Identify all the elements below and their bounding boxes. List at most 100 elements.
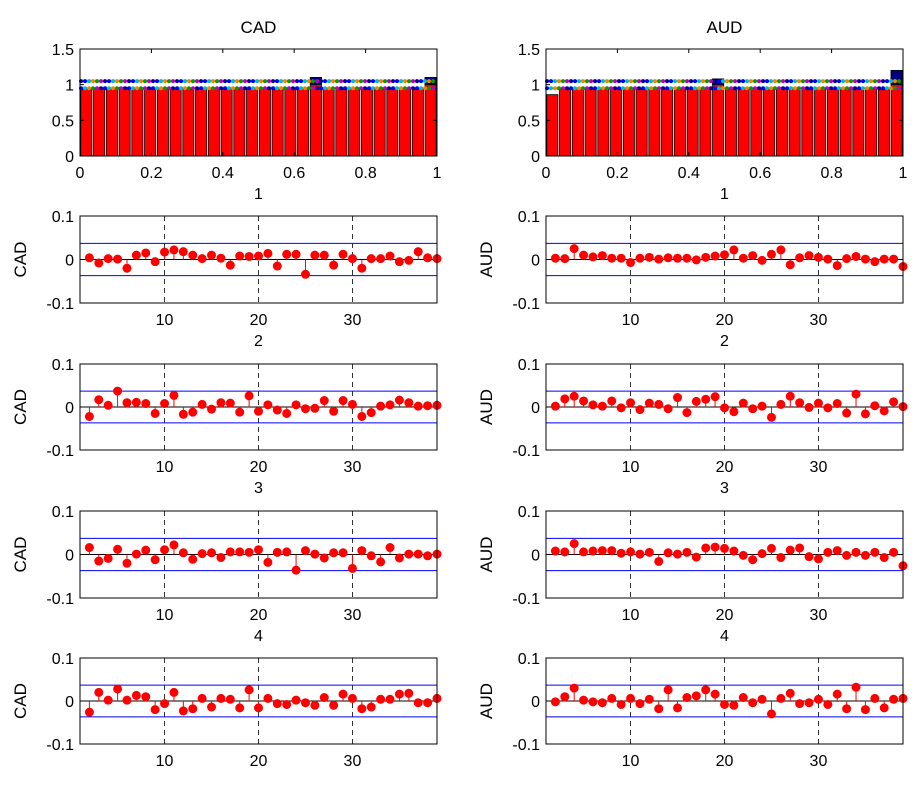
bar — [156, 88, 169, 157]
band-marker — [629, 86, 633, 91]
stem-marker — [616, 548, 626, 558]
band-marker — [407, 79, 411, 84]
stem-marker — [682, 547, 692, 557]
band-marker — [605, 79, 609, 84]
stem-marker — [366, 408, 376, 418]
stem-marker — [150, 555, 160, 565]
band-marker — [275, 79, 279, 84]
band-marker — [877, 86, 881, 91]
band-marker — [183, 86, 187, 91]
stem-marker — [94, 556, 104, 566]
bar-chart-aud: 0 0.2 0.4 0.6 0.8 1 0 0.5 1 1.5 AUD 1 — [518, 18, 908, 203]
x-tick-label: 20 — [716, 753, 734, 770]
stem-marker — [757, 255, 767, 265]
stem-marker — [870, 547, 880, 557]
stem-marker — [832, 261, 842, 271]
stem-marker — [141, 545, 151, 555]
stem-marker — [84, 707, 94, 717]
stem-marker — [188, 704, 198, 714]
stem-marker — [635, 549, 645, 559]
stem-marker — [701, 394, 711, 404]
stem-marker — [413, 247, 423, 257]
band-marker — [271, 86, 275, 91]
band-marker — [733, 79, 737, 84]
stem-marker — [413, 549, 423, 559]
stem-marker — [635, 405, 645, 415]
bar — [852, 87, 865, 157]
stem-marker — [347, 563, 357, 573]
bar — [80, 89, 93, 157]
x-tick-label: 20 — [250, 312, 268, 329]
band-marker — [83, 86, 87, 91]
x-tick-label: 30 — [810, 312, 828, 329]
x-tick-label: 10 — [622, 459, 640, 476]
stem-marker — [300, 404, 310, 414]
band-marker — [553, 86, 557, 91]
stem-marker — [357, 263, 367, 273]
band-marker — [597, 86, 601, 91]
band-marker — [99, 86, 103, 91]
bar — [220, 88, 233, 157]
bar — [610, 87, 623, 157]
band-marker — [427, 86, 431, 91]
band-marker — [717, 79, 721, 84]
band-marker — [861, 79, 865, 84]
band-marker — [565, 86, 569, 91]
band-marker — [689, 79, 693, 84]
band-marker — [893, 79, 897, 84]
band-marker — [311, 79, 315, 84]
band-marker — [857, 79, 861, 84]
band-marker — [673, 86, 677, 91]
stem-marker — [757, 549, 767, 559]
stem-chart-cad-1: 10 20 30 0.1 0 -0.1 CAD 2 — [11, 209, 442, 350]
band-marker — [729, 86, 733, 91]
stem-marker — [103, 553, 113, 563]
stem-marker — [757, 401, 767, 411]
band-marker — [87, 86, 91, 91]
stem-chart-aud-4: 10 20 30 0.1 0 -0.1 AUD — [477, 651, 908, 770]
band-marker — [319, 86, 323, 91]
bar — [865, 88, 878, 157]
stem-marker — [644, 398, 654, 408]
y-axis-label: AUD — [477, 389, 496, 425]
stem-marker — [235, 703, 245, 713]
band-marker — [255, 79, 259, 84]
band-marker — [391, 79, 395, 84]
y-tick-label: -0.1 — [46, 737, 74, 754]
stem-marker — [216, 553, 226, 563]
band-marker — [351, 79, 355, 84]
stem-marker — [879, 553, 889, 563]
stem-marker — [626, 258, 636, 268]
stem-marker — [300, 546, 310, 556]
band-marker — [375, 79, 379, 84]
stem-marker — [691, 255, 701, 265]
band-marker — [641, 86, 645, 91]
stem-marker — [300, 698, 310, 708]
stem-marker — [178, 409, 188, 419]
stem-marker — [748, 555, 758, 565]
band-marker — [423, 79, 427, 84]
stem-marker — [113, 254, 123, 264]
band-marker — [761, 79, 765, 84]
band-marker — [395, 86, 399, 91]
band-marker — [343, 86, 347, 91]
stem-marker — [579, 547, 589, 557]
band-marker — [359, 86, 363, 91]
stem-marker — [282, 547, 292, 557]
band-marker — [151, 86, 155, 91]
band-marker — [841, 79, 845, 84]
stem-chart-aud-1: 10 20 30 0.1 0 -0.1 AUD 2 — [477, 209, 908, 350]
band-marker — [159, 79, 163, 84]
band-marker — [171, 86, 175, 91]
band-marker — [741, 86, 745, 91]
bar — [839, 89, 852, 157]
band-marker — [765, 79, 769, 84]
stem-marker — [263, 693, 273, 703]
band-marker — [621, 79, 625, 84]
stem-marker — [644, 252, 654, 262]
x-tick-label: 1 — [433, 165, 442, 182]
stem-marker — [644, 547, 654, 557]
chart-title: AUD — [707, 18, 743, 37]
stem-marker — [188, 554, 198, 564]
bar — [584, 88, 597, 157]
